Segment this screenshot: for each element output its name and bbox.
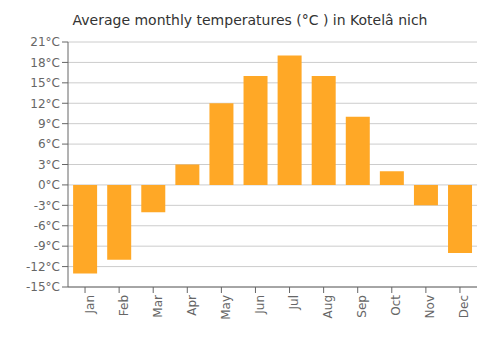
svg-text:Apr: Apr [185,295,199,316]
svg-text:Jan: Jan [83,295,97,315]
svg-text:Sep: Sep [355,295,369,318]
svg-text:May: May [219,295,233,320]
svg-text:Jul: Jul [287,295,301,310]
svg-text:0°C: 0°C [38,178,60,192]
svg-text:Mar: Mar [151,295,165,318]
svg-text:Aug: Aug [321,295,335,318]
svg-text:-3°C: -3°C [34,199,60,213]
svg-text:-9°C: -9°C [34,239,60,253]
svg-text:21°C: 21°C [30,35,60,49]
svg-text:3°C: 3°C [38,158,60,172]
svg-text:9°C: 9°C [38,117,60,131]
svg-text:15°C: 15°C [30,76,60,90]
svg-text:Dec: Dec [457,295,471,318]
html-text:Average monthly temperatures (: Average monthly temperatures (°C ) in Ko… [72,12,428,28]
svg-text:-12°C: -12°C [26,260,60,274]
svg-text:-15°C: -15°C [26,280,60,294]
svg-text:Jun: Jun [253,295,267,315]
svg-text:12°C: 12°C [30,97,60,111]
svg-text:6°C: 6°C [38,137,60,151]
svg-text:Nov: Nov [423,295,437,318]
svg-text:-6°C: -6°C [34,219,60,233]
svg-text:Feb: Feb [117,295,131,316]
svg-text:Oct: Oct [389,295,403,316]
svg-text:18°C: 18°C [30,56,60,70]
